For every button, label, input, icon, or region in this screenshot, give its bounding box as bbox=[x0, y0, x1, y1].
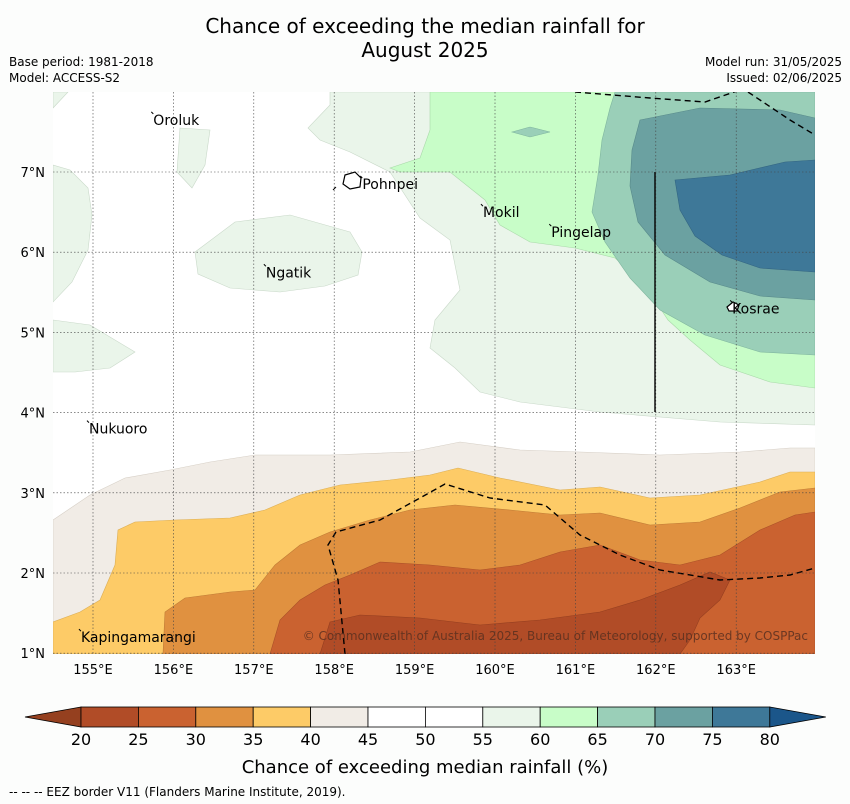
colorbar-segment bbox=[712, 706, 771, 728]
issued-text: Issued: 02/06/2025 bbox=[726, 71, 842, 85]
place-marker bbox=[78, 628, 82, 632]
y-tick-label: 2°N bbox=[21, 567, 46, 582]
place-ngatik: Ngatik bbox=[263, 263, 312, 281]
place-label: Ngatik bbox=[266, 265, 312, 281]
colorbar-segment bbox=[539, 706, 599, 728]
y-tick-label: 4°N bbox=[21, 407, 46, 422]
colorbar-tick-label: 55 bbox=[473, 730, 493, 749]
contour-layer: Oroluk Pohnpei Mokil Pingelap Ngatik Kosrae Nu… bbox=[53, 92, 815, 654]
x-tick-label: 161°E bbox=[556, 663, 596, 678]
contour-55-oroluk bbox=[176, 127, 211, 189]
colorbar-tick-label: 35 bbox=[243, 730, 263, 749]
colorbar-high-extend bbox=[769, 706, 826, 728]
place-kapingamarangi: Kapingamarangi bbox=[78, 628, 196, 646]
place-label: Nukuoro bbox=[89, 422, 147, 438]
contour-55-west bbox=[53, 164, 93, 303]
colorbar-low-extend bbox=[24, 706, 82, 728]
place-label: Kosrae bbox=[732, 301, 779, 317]
colorbar-tick-label: 30 bbox=[186, 730, 206, 749]
contour-55-north-west bbox=[53, 92, 69, 109]
colorbar-tick-label: 40 bbox=[300, 730, 320, 749]
place-kosrae: Kosrae bbox=[729, 299, 779, 317]
place-labels: Oroluk Pohnpei Mokil Pingelap Ngatik Kosrae Nu… bbox=[78, 111, 779, 646]
place-label: Pingelap bbox=[551, 225, 611, 241]
colorbar-label: Chance of exceeding median rainfall (%) bbox=[242, 757, 609, 778]
contour-25 bbox=[319, 571, 731, 654]
contour-75 bbox=[674, 159, 815, 273]
colorbar-tick-label: 20 bbox=[71, 730, 91, 749]
y-axis-ticks: 7°N 6°N 5°N 4°N 3°N 2°N 1°N bbox=[21, 166, 46, 662]
model-run-text: Model run: 31/05/2025 bbox=[704, 55, 842, 69]
colorbar: 20 25 30 35 40 45 50 55 60 65 70 75 80 Chance of exce… bbox=[24, 706, 826, 778]
contour-55-ngatik bbox=[194, 214, 363, 293]
y-tick-label: 5°N bbox=[21, 326, 46, 341]
x-tick-label: 163°E bbox=[716, 663, 756, 678]
place-nukuoro: Nukuoro bbox=[86, 420, 147, 438]
contour-65-small bbox=[510, 126, 551, 138]
x-tick-label: 158°E bbox=[314, 663, 354, 678]
x-tick-label: 156°E bbox=[154, 663, 194, 678]
kosrae-island bbox=[726, 301, 740, 312]
colorbar-tick-label: 50 bbox=[415, 730, 435, 749]
eez-border-south bbox=[327, 483, 815, 654]
x-tick-label: 159°E bbox=[395, 663, 435, 678]
place-label: Mokil bbox=[483, 205, 520, 221]
y-tick-label: 3°N bbox=[21, 487, 46, 502]
place-label: Oroluk bbox=[153, 113, 200, 129]
colorbar-segment bbox=[310, 706, 369, 728]
x-tick-label: 162°E bbox=[636, 663, 676, 678]
map-title: Chance of exceeding the median rainfall … bbox=[0, 14, 850, 62]
colorbar-segment bbox=[252, 706, 311, 728]
pohnpei-island bbox=[342, 171, 362, 190]
map-gridlines bbox=[53, 92, 815, 654]
place-mokil: Mokil bbox=[480, 203, 520, 221]
title-line-1: Chance of exceeding the median rainfall … bbox=[205, 14, 645, 38]
eez-footnote: -- -- -- EEZ border V11 (Flanders Marine… bbox=[9, 785, 346, 799]
place-label: Kapingamarangi bbox=[81, 630, 196, 646]
place-marker bbox=[480, 203, 484, 207]
base-period-text: Base period: 1981-2018 bbox=[9, 55, 154, 69]
place-marker bbox=[263, 263, 267, 267]
pohnpei-islet bbox=[332, 186, 337, 191]
x-axis-ticks: 155°E 156°E 157°E 158°E 159°E 160°E 161°E 162°E… bbox=[73, 663, 756, 678]
x-tick-label: 160°E bbox=[475, 663, 515, 678]
x-tick-label: 157°E bbox=[234, 663, 274, 678]
place-marker bbox=[86, 420, 90, 423]
colorbar-tick-label: 45 bbox=[358, 730, 378, 749]
run-info: Model run: 31/05/2025 Issued: 02/06/2025 bbox=[705, 54, 842, 86]
y-tick-label: 1°N bbox=[21, 647, 46, 662]
colorbar-tick-label: 25 bbox=[128, 730, 148, 749]
place-marker bbox=[729, 299, 733, 303]
place-marker bbox=[150, 111, 154, 115]
place-label: Pohnpei bbox=[362, 177, 418, 193]
colorbar-segment bbox=[80, 706, 139, 728]
copyright-text: © Commonwealth of Australia 2025, Bureau… bbox=[303, 629, 808, 643]
y-tick-label: 6°N bbox=[21, 246, 46, 261]
colorbar-tick-label: 70 bbox=[645, 730, 665, 749]
eez-border-north bbox=[574, 92, 815, 136]
colorbar-segment bbox=[367, 706, 426, 728]
colorbar-segment bbox=[597, 706, 656, 728]
place-pohnpei: Pohnpei bbox=[359, 175, 418, 193]
colorbar-segment bbox=[195, 706, 254, 728]
colorbar-tick-label: 75 bbox=[702, 730, 722, 749]
colorbar-tick-label: 60 bbox=[530, 730, 550, 749]
place-marker bbox=[548, 223, 552, 227]
contour-55-west-2 bbox=[53, 319, 136, 373]
colorbar-tick-label: 80 bbox=[760, 730, 780, 749]
place-oroluk: Oroluk bbox=[150, 111, 200, 129]
colorbar-segment bbox=[137, 706, 197, 728]
colorbar-tick-label: 65 bbox=[587, 730, 607, 749]
colorbar-segment bbox=[424, 706, 484, 728]
place-marker bbox=[359, 175, 363, 179]
model-text: Model: ACCESS-S2 bbox=[9, 71, 121, 85]
y-tick-label: 7°N bbox=[21, 166, 46, 181]
place-pingelap: Pingelap bbox=[548, 223, 611, 241]
x-tick-label: 155°E bbox=[73, 663, 113, 678]
title-line-2: August 2025 bbox=[361, 38, 489, 62]
base-period-info: Base period: 1981-2018 Model: ACCESS-S2 bbox=[9, 54, 154, 86]
colorbar-segment bbox=[482, 706, 541, 728]
colorbar-segment bbox=[654, 706, 713, 728]
